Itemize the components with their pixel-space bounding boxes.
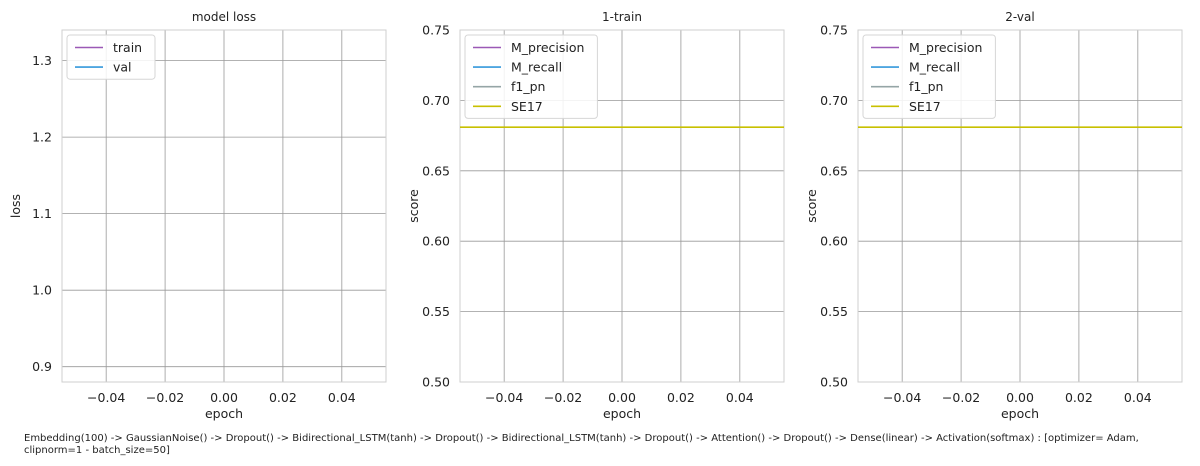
x-tick-label: −0.04 [485, 390, 523, 405]
x-tick-label: −0.02 [942, 390, 980, 405]
x-tick-label: 0.00 [608, 390, 636, 405]
legend-label: f1_pn [511, 79, 545, 94]
x-tick-label: 0.02 [1065, 390, 1093, 405]
legend-label: M_precision [909, 40, 982, 55]
y-tick-label: 0.70 [422, 93, 450, 108]
x-tick-label: 0.02 [269, 390, 297, 405]
x-tick-label: 0.00 [210, 390, 238, 405]
figure-caption: Embedding(100) -> GaussianNoise() -> Dro… [24, 433, 1139, 456]
chart-title: 1-train [602, 10, 642, 24]
legend-label: M_recall [511, 60, 562, 75]
legend-label: f1_pn [909, 79, 943, 94]
plot-frame [61, 29, 387, 383]
y-axis-label: score [804, 189, 819, 223]
x-tick-label: 0.02 [667, 390, 695, 405]
chart-panel-2: −0.04 −0.02 0.00 0.02 0.04 0.50 0.55 0.60 0.65 0.… [406, 10, 785, 421]
legend: M_precision M_recall f1_pn SE17 [464, 34, 598, 119]
figure: −0.04 −0.02 0.00 0.02 0.04 0.9 1.0 1.1 1.2 1.3 mod… [8, 10, 1183, 421]
chart-title: 2-val [1005, 10, 1034, 24]
legend-label: M_recall [909, 60, 960, 75]
y-tick-label: 1.2 [32, 130, 52, 145]
y-tick-label: 0.75 [422, 23, 450, 38]
x-axis-label: epoch [205, 406, 243, 421]
legend-label: M_precision [511, 40, 584, 55]
x-tick-label: 0.00 [1006, 390, 1034, 405]
y-tick-label: 0.75 [820, 23, 848, 38]
y-tick-label: 0.55 [820, 304, 848, 319]
legend-box [66, 34, 156, 80]
x-tick-label: −0.04 [883, 390, 921, 405]
plot-frame [459, 29, 785, 383]
y-tick-label: 0.50 [820, 375, 848, 390]
legend-box [862, 34, 996, 119]
x-tick-label: −0.02 [146, 390, 184, 405]
x-tick-label: −0.04 [87, 390, 125, 405]
y-tick-label: 0.65 [422, 163, 450, 178]
legend: M_precision M_recall f1_pn SE17 [862, 34, 996, 119]
plot-frame [857, 29, 1183, 383]
x-axis-label: epoch [603, 406, 641, 421]
y-tick-label: 0.70 [820, 93, 848, 108]
y-tick-label: 0.60 [820, 234, 848, 249]
legend-label: val [113, 60, 132, 75]
chart-title: model loss [192, 10, 256, 24]
y-tick-label: 0.50 [422, 375, 450, 390]
x-tick-label: 0.04 [1124, 390, 1152, 405]
x-tick-label: 0.04 [726, 390, 754, 405]
y-tick-label: 0.55 [422, 304, 450, 319]
chart-panel-1: −0.04 −0.02 0.00 0.02 0.04 0.9 1.0 1.1 1.2 1.3 mod… [8, 10, 387, 421]
legend: train val [66, 34, 156, 80]
legend-box [464, 34, 598, 119]
y-axis-label: score [406, 189, 421, 223]
y-axis-label: loss [8, 194, 23, 218]
y-tick-label: 0.9 [32, 359, 52, 374]
x-tick-label: −0.02 [544, 390, 582, 405]
chart-panel-3: −0.04 −0.02 0.00 0.02 0.04 0.50 0.55 0.60 0.65 0.… [804, 10, 1183, 421]
y-tick-label: 0.65 [820, 163, 848, 178]
y-tick-label: 1.1 [32, 206, 52, 221]
legend-label: train [113, 40, 142, 55]
y-tick-label: 0.60 [422, 234, 450, 249]
legend-label: SE17 [511, 99, 543, 114]
y-tick-label: 1.3 [32, 53, 52, 68]
x-axis-label: epoch [1001, 406, 1039, 421]
x-tick-label: 0.04 [328, 390, 356, 405]
legend-label: SE17 [909, 99, 941, 114]
y-tick-label: 1.0 [32, 283, 52, 298]
